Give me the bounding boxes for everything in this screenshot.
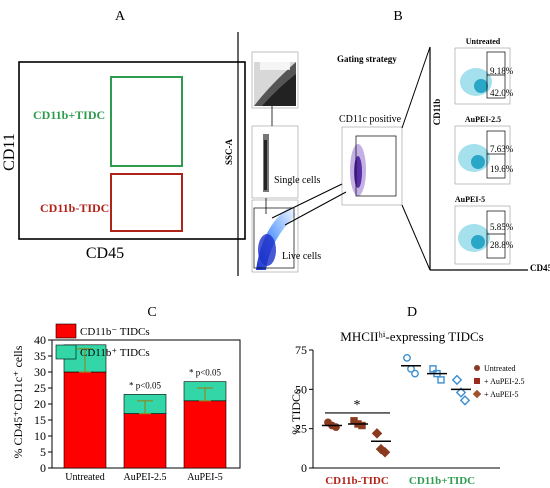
chart-d-title: MHCIIʰⁱ-expressing TIDCs [340, 329, 483, 344]
cd45-label: CD45 [530, 263, 550, 273]
zoom-line [401, 204, 431, 271]
legend-label: Untreated [484, 364, 516, 373]
y-tick-label: 35 [34, 349, 46, 363]
legend-swatch [474, 365, 480, 371]
sample-plot-untreated [454, 47, 511, 105]
sample-upper-pct: 5.85% [490, 222, 514, 232]
sample-lower-pct: 19.6% [490, 164, 514, 174]
single-cells-label: Single cells [274, 175, 320, 186]
bar-segment [183, 400, 227, 469]
chart-d: 0 25 50 75 * CD11b-TIDC CD11b+TIDC Untreated + A… [295, 343, 525, 487]
y-tick-label: 0 [301, 461, 307, 475]
data-point [403, 353, 411, 362]
data-point [411, 369, 419, 378]
chart-c: 0 5 10 15 20 25 30 35 40 Untreated AuPEI-2.5 * p<0.… [34, 323, 241, 483]
sample-title: AuPEI-2.5 [465, 115, 501, 124]
data-point [459, 395, 471, 406]
panel-a-ylabel: CD11 [1, 133, 18, 171]
green-gate-label: CD11b+TIDC [33, 108, 105, 122]
bar-segment [63, 371, 107, 469]
legend-label: CD11b⁻ TIDCs [80, 326, 150, 338]
data-point [451, 374, 463, 386]
bar-segment [123, 413, 167, 469]
sample-lower-pct: 42.0% [490, 88, 514, 98]
sample-plot-aupei-2-5 [454, 125, 511, 185]
y-tick-label: 5 [40, 445, 46, 459]
gating-strategy-label: Gating strategy [337, 54, 397, 64]
sample-title: AuPEI-5 [455, 195, 485, 204]
gate-plot-3 [251, 199, 299, 273]
x-tick-label: CD11b+TIDC [409, 475, 475, 487]
x-tick-label: AuPEI-5 [187, 472, 223, 483]
panel-a-xlabel: CD45 [86, 245, 124, 262]
sample-lower-pct: 28.8% [490, 240, 514, 250]
y-tick-label: 0 [40, 461, 46, 475]
significance-label: * [354, 398, 361, 413]
data-point [429, 365, 437, 373]
data-point [371, 428, 383, 439]
legend-swatch [474, 378, 480, 384]
gate-plot-2 [251, 125, 299, 199]
legend-swatch [55, 344, 77, 360]
cd11c-positive-label: CD11c positive [339, 114, 402, 125]
ssc-a-label: SSC-A [224, 139, 234, 166]
chart-c-ylabel: % CD45⁺CD11c⁺ cells [11, 345, 25, 458]
legend-label: + AuPEI-5 [484, 390, 519, 399]
legend-label: CD11b⁺ TIDCs [80, 347, 150, 359]
cd11b-label: CD11b [432, 99, 442, 126]
data-point [455, 387, 467, 398]
y-tick-label: 10 [34, 429, 46, 443]
data-point [437, 376, 445, 384]
legend-label: + AuPEI-2.5 [484, 377, 525, 386]
panel-c-letter: C [147, 305, 156, 320]
y-tick-label: 25 [295, 422, 307, 436]
zoom-line [401, 46, 431, 129]
y-tick-label: 20 [34, 397, 46, 411]
sample-upper-pct: 9.18% [490, 66, 514, 76]
chart-d-ylabel: % TIDCs [289, 389, 303, 435]
green-gate-box [110, 76, 183, 167]
sample-plot-aupei-5 [454, 205, 511, 265]
x-tick-label: AuPEI-2.5 [123, 472, 166, 483]
gate-plot-1 [251, 51, 299, 109]
panel-a-letter: A [115, 9, 126, 24]
gate-arrow [271, 183, 343, 219]
sample-upper-pct: 7.63% [490, 144, 514, 154]
y-tick-label: 15 [34, 413, 46, 427]
panel-d-letter: D [407, 305, 417, 320]
significance-label: * p<0.05 [189, 368, 222, 378]
data-point [358, 421, 366, 430]
red-gate-box [110, 173, 183, 232]
y-tick-label: 30 [34, 365, 46, 379]
legend-swatch [472, 389, 482, 399]
panel-a-plot-frame [18, 61, 246, 240]
y-tick-label: 50 [295, 382, 307, 396]
y-tick-label: 40 [34, 333, 46, 347]
data-point [379, 447, 391, 458]
sample-title: Untreated [466, 37, 501, 46]
gate-arrow [284, 191, 347, 226]
live-cells-label: Live cells [282, 251, 321, 262]
panel-b-letter: B [393, 9, 402, 24]
legend-swatch [55, 323, 77, 339]
y-tick-label: 25 [34, 381, 46, 395]
y-tick-label: 75 [295, 343, 307, 357]
x-tick-label: Untreated [65, 472, 104, 483]
red-gate-label: CD11b-TIDC [40, 201, 109, 215]
x-tick-label: CD11b-TIDC [325, 475, 389, 487]
cd11c-plot [341, 126, 403, 206]
significance-label: * p<0.05 [129, 380, 162, 390]
